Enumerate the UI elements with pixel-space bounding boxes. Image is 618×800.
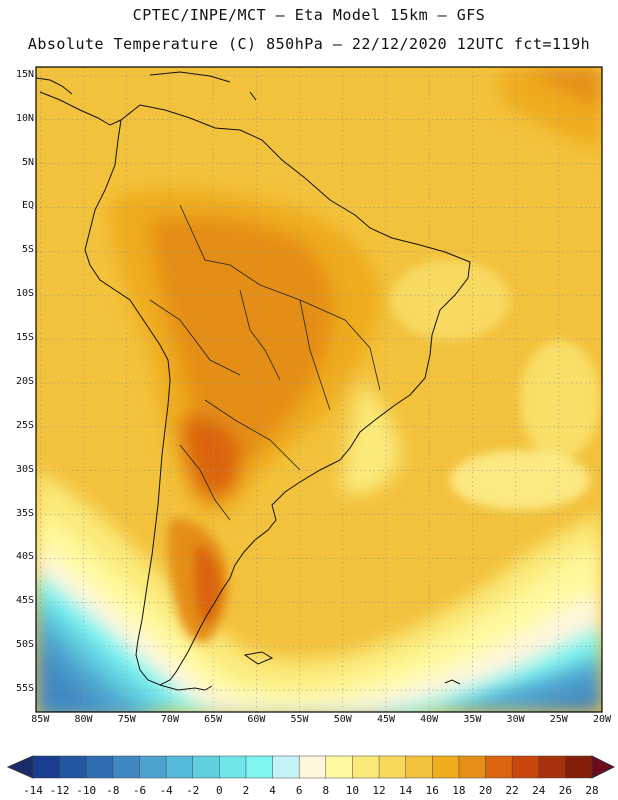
colorbar-label: 24 (532, 784, 546, 797)
colorbar-label: 16 (425, 784, 439, 797)
latitude-label: 40S (15, 551, 34, 563)
colorbar-swatch (219, 755, 247, 779)
latitude-label: 15S (15, 332, 34, 344)
colorbar (6, 755, 616, 779)
longitude-label: 60W (247, 714, 266, 725)
colorbar-label: 26 (558, 784, 572, 797)
colorbar-label: -4 (159, 784, 173, 797)
latitude-label: 35S (15, 507, 34, 519)
colorbar-label: 10 (345, 784, 360, 797)
latitude-label: 20S (15, 375, 34, 387)
latitude-label: 30S (15, 463, 34, 475)
map-frame (35, 66, 603, 713)
colorbar-label: 4 (269, 784, 276, 797)
longitude-label: 40W (420, 714, 439, 725)
latitude-label: 15N (15, 68, 34, 80)
colorbar-swatch (432, 755, 460, 779)
colorbar-label: 6 (295, 784, 303, 797)
colorbar-swatch (485, 755, 513, 779)
colorbar-label: 8 (322, 784, 330, 797)
longitude-label: 25W (549, 714, 568, 725)
colorbar-swatch (112, 755, 141, 779)
colorbar-label: -12 (49, 784, 70, 797)
colorbar-swatch (458, 755, 487, 779)
colorbar-swatch (32, 755, 61, 779)
colorbar-swatch (85, 755, 114, 779)
colorbar-swatch (165, 755, 194, 779)
colorbar-label: 2 (242, 784, 250, 797)
latitude-label: 55S (15, 683, 34, 695)
colorbar-label: 14 (399, 784, 413, 797)
colorbar-swatch (405, 755, 434, 779)
latitude-label: 5S (21, 244, 34, 256)
colorbar-high-arrow (591, 755, 616, 779)
longitude-label: 75W (117, 714, 136, 725)
longitude-label: 70W (160, 714, 179, 725)
colorbar-label: 22 (505, 784, 519, 797)
temperature-field (36, 67, 602, 712)
colorbar-swatch (192, 755, 221, 779)
colorbar-swatch (298, 755, 327, 779)
colorbar-swatch (538, 755, 567, 779)
longitude-label: 80W (74, 714, 93, 725)
colorbar-swatch (511, 755, 540, 779)
colorbar-label: -14 (23, 784, 43, 797)
latitude-label: 5N (21, 156, 34, 168)
latitude-label: 45S (15, 595, 34, 607)
longitude-label: 35W (463, 714, 482, 725)
longitude-label: 50W (333, 714, 352, 725)
latitude-label: 25S (15, 419, 34, 431)
colorbar-swatch (325, 755, 354, 779)
colorbar-swatch (272, 755, 300, 779)
colorbar-swatch (565, 755, 593, 779)
colorbar-label: -2 (186, 784, 200, 797)
colorbar-label: 0 (216, 784, 223, 797)
colorbar-label: 28 (585, 784, 599, 797)
colorbar-label: 18 (452, 784, 466, 797)
colorbar-swatch (139, 755, 167, 779)
colorbar-swatch (245, 755, 274, 779)
map-title: CPTEC/INPE/MCT – Eta Model 15km – GFS (132, 6, 486, 24)
longitude-label: 30W (506, 714, 525, 725)
colorbar-label: 12 (372, 784, 386, 797)
longitude-label: 55W (290, 714, 309, 725)
latitude-label: 50S (15, 639, 34, 651)
longitude-label: 85W (31, 714, 50, 725)
colorbar-swatch (378, 755, 407, 779)
longitude-label: 45W (376, 714, 395, 725)
latitude-label: 10S (15, 288, 34, 300)
colorbar-label: -10 (76, 784, 97, 797)
coastline (35, 71, 471, 691)
longitude-label: 65W (204, 714, 223, 725)
colorbar-swatch (59, 755, 87, 779)
colorbar-swatch (352, 755, 380, 779)
country-borders (149, 204, 381, 521)
colorbar-low-arrow (6, 755, 34, 779)
longitude-label: 20W (592, 714, 612, 725)
colorbar-label: 20 (478, 784, 493, 797)
latitude-label: 10N (15, 112, 34, 124)
latitude-label: EQ (21, 200, 34, 212)
map-subtitle: Absolute Temperature (C) 850hPa – 22/12/… (27, 35, 591, 53)
colorbar-label: -8 (106, 784, 120, 797)
colorbar-label: -6 (132, 784, 147, 797)
